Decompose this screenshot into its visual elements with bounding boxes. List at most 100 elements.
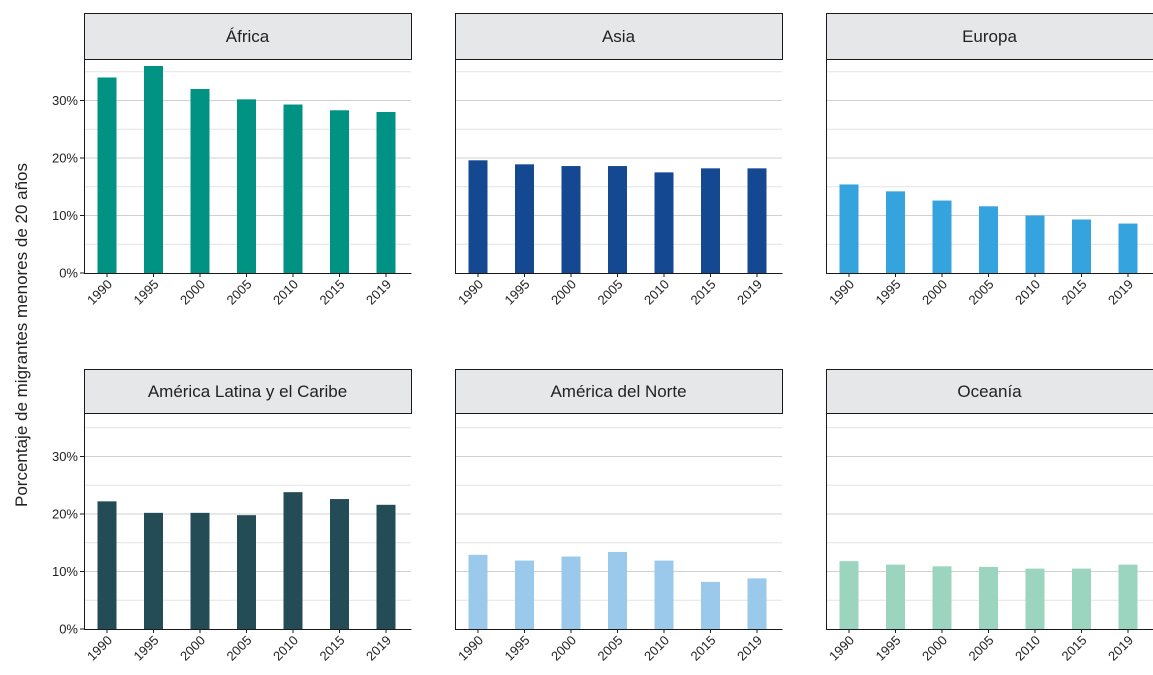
panel-title: Oceanía xyxy=(957,382,1022,401)
bar xyxy=(237,99,256,273)
bar xyxy=(840,184,859,273)
panel-title: África xyxy=(226,27,270,46)
x-tick-label: 1995 xyxy=(502,633,533,664)
bar xyxy=(1026,569,1045,629)
x-tick-label: 2010 xyxy=(1012,277,1043,308)
bar xyxy=(1072,220,1091,273)
x-tick-label: 2015 xyxy=(317,277,348,308)
bar xyxy=(377,112,396,273)
bar xyxy=(330,499,349,629)
y-tick-label: 0% xyxy=(59,266,78,281)
y-tick-label: 0% xyxy=(59,622,78,637)
x-tick-label: 2015 xyxy=(317,633,348,664)
y-tick-label: 20% xyxy=(52,151,78,166)
bar xyxy=(284,492,303,629)
x-tick-label: 1995 xyxy=(502,277,533,308)
panel-title: América Latina y el Caribe xyxy=(148,382,347,401)
x-tick-label: 2019 xyxy=(1105,633,1136,664)
bar xyxy=(515,164,534,273)
bar xyxy=(1119,565,1138,629)
bar xyxy=(979,567,998,629)
x-tick-label: 2019 xyxy=(734,277,765,308)
bar xyxy=(562,557,581,629)
x-tick-label: 1995 xyxy=(873,633,904,664)
x-tick-label: 2005 xyxy=(224,277,255,308)
x-tick-label: 2015 xyxy=(688,277,719,308)
panel-title: Asia xyxy=(602,27,636,46)
panel: América Latina y el Caribe0%10%20%30%199… xyxy=(52,370,412,664)
bar xyxy=(284,105,303,273)
bar xyxy=(979,206,998,273)
x-tick-label: 2000 xyxy=(177,633,208,664)
x-tick-label: 2010 xyxy=(270,277,301,308)
x-tick-label: 1990 xyxy=(455,633,486,664)
y-tick-label: 30% xyxy=(52,93,78,108)
x-tick-label: 2019 xyxy=(1105,277,1136,308)
x-tick-label: 2010 xyxy=(1012,633,1043,664)
panel: África 0% 10% 20% 30% 1990 1995 2000 2005 2010 201… xyxy=(52,14,412,308)
x-tick-label: 2015 xyxy=(1059,277,1090,308)
bar xyxy=(515,561,534,629)
x-tick-label: 2005 xyxy=(966,633,997,664)
bar xyxy=(748,168,767,273)
y-tick-label: 20% xyxy=(52,507,78,522)
bar xyxy=(701,168,720,273)
panel-title: Europa xyxy=(962,27,1017,46)
x-tick-label: 2005 xyxy=(595,277,626,308)
x-tick-label: 2000 xyxy=(548,633,579,664)
x-tick-label: 2000 xyxy=(919,633,950,664)
bar xyxy=(933,566,952,629)
bar xyxy=(886,191,905,273)
panel: Asia 1990 1995 2000 2005 2010 2015 2019 xyxy=(455,14,783,308)
bar xyxy=(98,78,117,274)
bar xyxy=(1119,224,1138,273)
x-tick-label: 2019 xyxy=(363,277,394,308)
x-tick-label: 2019 xyxy=(363,633,394,664)
bar xyxy=(377,505,396,629)
x-tick-label: 1995 xyxy=(131,633,162,664)
y-tick-label: 30% xyxy=(52,449,78,464)
bar xyxy=(469,555,488,629)
bar xyxy=(144,66,163,273)
bar xyxy=(191,513,210,629)
panel-title: América del Norte xyxy=(550,382,686,401)
x-tick-label: 1990 xyxy=(826,633,857,664)
bar xyxy=(469,160,488,273)
bar xyxy=(144,513,163,629)
bar xyxy=(655,561,674,629)
bar xyxy=(655,172,674,273)
bar xyxy=(840,561,859,629)
bar xyxy=(1072,569,1091,629)
x-tick-label: 1990 xyxy=(826,277,857,308)
bar xyxy=(608,552,627,629)
x-tick-label: 2000 xyxy=(177,277,208,308)
x-tick-label: 2015 xyxy=(1059,633,1090,664)
x-tick-label: 2005 xyxy=(224,633,255,664)
bar xyxy=(191,89,210,273)
bar xyxy=(98,501,117,629)
x-tick-label: 1990 xyxy=(84,633,115,664)
x-tick-label: 2000 xyxy=(919,277,950,308)
x-tick-label: 1995 xyxy=(131,277,162,308)
x-tick-label: 2010 xyxy=(270,633,301,664)
bar xyxy=(748,578,767,629)
bar xyxy=(608,166,627,273)
x-tick-label: 1990 xyxy=(455,277,486,308)
bar xyxy=(1026,216,1045,274)
x-tick-label: 2000 xyxy=(548,277,579,308)
y-tick-label: 10% xyxy=(52,208,78,223)
bar xyxy=(933,201,952,273)
bar xyxy=(237,515,256,629)
x-tick-label: 1990 xyxy=(84,277,115,308)
bar xyxy=(886,565,905,629)
bar xyxy=(330,110,349,273)
x-tick-label: 2010 xyxy=(641,277,672,308)
x-tick-label: 2005 xyxy=(595,633,626,664)
panel: Oceanía 1990 1995 2000 2005 2010 2015 2019 xyxy=(826,370,1153,664)
x-tick-label: 2005 xyxy=(966,277,997,308)
x-tick-label: 2019 xyxy=(734,633,765,664)
